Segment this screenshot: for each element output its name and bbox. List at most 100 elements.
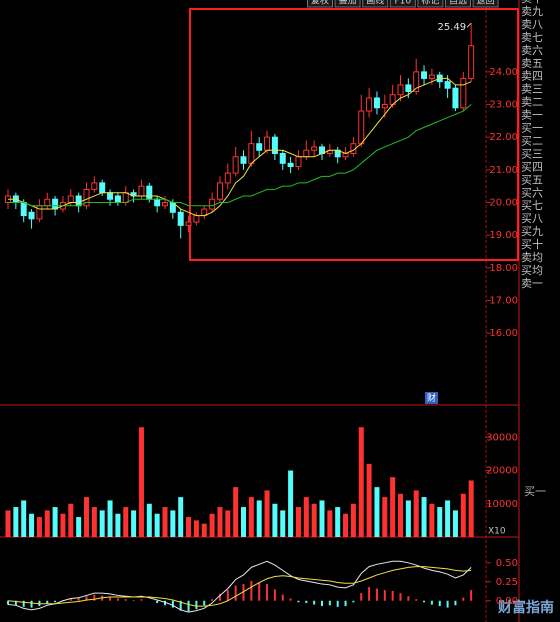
y-tick-label: 0.25 (496, 577, 518, 588)
indicator-line (8, 77, 472, 217)
volume-bar (452, 510, 458, 537)
y-tick-label: 20000 (486, 466, 518, 477)
toolbar-button[interactable] (334, 0, 361, 8)
volume-bar (36, 517, 42, 537)
order-book-label: 买六 (521, 186, 543, 199)
candle-body (428, 74, 435, 79)
candle-body (91, 182, 98, 190)
unit-label: X10 (488, 527, 506, 537)
volume-bar (193, 520, 199, 537)
volume-bar (217, 507, 223, 537)
volume-bar (146, 503, 152, 537)
candle-body (413, 71, 420, 92)
volume-bar (186, 517, 192, 537)
volume-bar (225, 510, 231, 537)
candle-body (468, 45, 475, 79)
order-book-label: 卖三 (521, 83, 543, 96)
candle-body (240, 156, 247, 164)
order-book-label: 卖一 (521, 109, 543, 122)
candle-body (373, 97, 380, 109)
toolbar-button[interactable] (307, 0, 333, 8)
candle-body (138, 185, 145, 197)
order-book-label: 买八 (521, 212, 543, 225)
toolbar-button[interactable] (389, 0, 416, 8)
volume-bar (429, 503, 435, 537)
candle-body (193, 215, 200, 223)
volume-bar (107, 500, 113, 537)
y-tick-label: 16.00 (489, 328, 518, 339)
candle-body (397, 84, 404, 96)
candle-body (216, 182, 223, 200)
volume-bar (405, 500, 411, 537)
y-tick-label: 0.50 (496, 558, 518, 569)
toolbar-button[interactable] (472, 0, 499, 8)
volume-bar (460, 493, 466, 537)
candle-body (287, 162, 294, 168)
toolbar-button[interactable] (445, 0, 471, 8)
candle-body (67, 195, 74, 204)
order-book-label: 买一 (521, 122, 543, 135)
order-book-label: 卖二 (521, 96, 543, 109)
candle-body (232, 156, 239, 174)
toolbar-label: 叠加 (339, 0, 357, 7)
volume-bar (91, 507, 97, 537)
volume-bar (437, 507, 443, 537)
badge: 财 (427, 392, 436, 404)
toolbar-label: 标记 (421, 0, 439, 7)
candle-body (279, 153, 286, 164)
volume-bar (162, 507, 168, 537)
order-book-label: 卖八 (521, 18, 543, 31)
max-pointer (466, 22, 472, 28)
toolbar-button[interactable] (417, 0, 444, 8)
volume-bar (201, 523, 207, 537)
order-book-label: 买均 (521, 264, 543, 277)
volume-bar (280, 510, 286, 537)
candle-body (444, 81, 451, 89)
volume-bar (264, 490, 270, 537)
toolbar-label: 自选 (449, 0, 467, 7)
volume-bar (138, 427, 144, 537)
volume-bar (256, 500, 262, 537)
indicator-line (8, 104, 472, 207)
indicator-line (7, 560, 472, 613)
order-book-label: 卖均 (521, 251, 543, 264)
order-book-label: 卖四 (521, 70, 543, 83)
volume-bar (374, 487, 380, 537)
volume-bar (115, 513, 121, 537)
y-tick-label: 0.00 (496, 596, 518, 607)
y-tick-label: 18.00 (489, 263, 518, 274)
candle-body (256, 143, 263, 151)
volume-bar (327, 510, 333, 537)
volume-bar (21, 500, 27, 537)
candle-body (452, 87, 459, 109)
volume-bar (76, 517, 82, 537)
volume-bar (209, 513, 215, 537)
toolbar-button[interactable] (362, 0, 389, 8)
y-tick-label: 24.00 (489, 67, 518, 78)
volume-bar (131, 510, 137, 537)
volume-bar (390, 477, 396, 537)
order-book-label: 卖九 (521, 5, 543, 18)
order-book-label: 卖六 (521, 44, 543, 57)
volume-bar (84, 497, 89, 537)
volume-bar (398, 493, 403, 537)
order-book-label: 买十 (521, 237, 543, 251)
badge-bg (425, 392, 438, 404)
candle-body (154, 198, 161, 207)
candle-body (421, 71, 428, 79)
order-book-label: 买二 (521, 134, 543, 147)
volume-bar (421, 497, 427, 537)
indicator-line (7, 566, 472, 607)
volume-bar (44, 510, 50, 537)
candle-body (114, 195, 121, 204)
volume-bar (248, 497, 254, 537)
volume-bar (233, 487, 239, 537)
volume-bar (272, 503, 278, 537)
order-book-label: 卖十 (521, 0, 543, 5)
candle-body (303, 149, 310, 158)
candle-body (52, 198, 59, 210)
order-book-label: 买九 (521, 225, 543, 238)
candle-body (122, 192, 129, 204)
order-book-label: 卖五 (521, 57, 543, 70)
